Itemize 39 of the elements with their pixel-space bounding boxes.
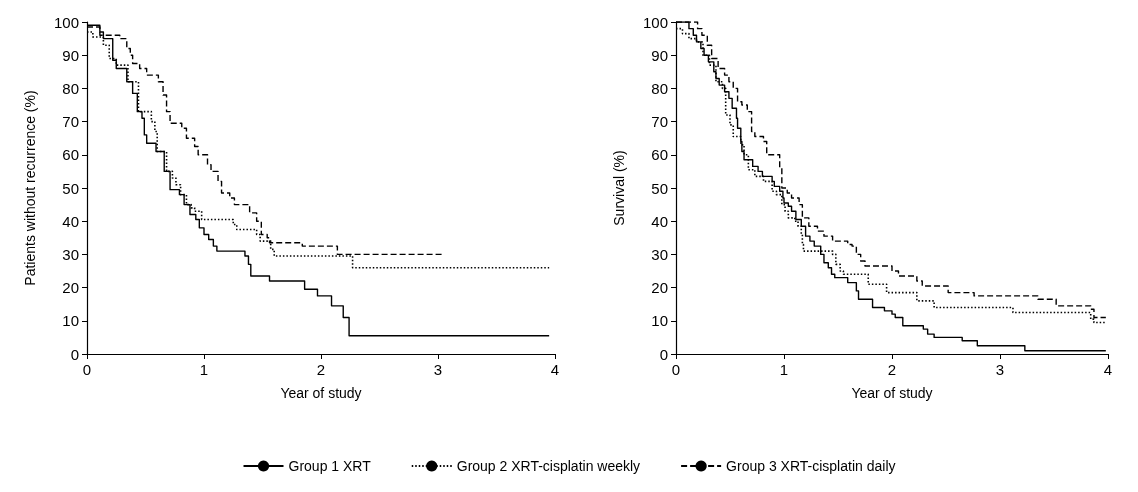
y-tick-label: 40 <box>651 212 668 230</box>
y-axis-title: Patients without recurrence (%) <box>22 90 38 286</box>
legend-label: Group 1 XRT <box>288 458 372 474</box>
y-tick-label: 80 <box>651 79 668 97</box>
y-tick-label: 70 <box>651 113 668 131</box>
y-tick-label: 50 <box>651 179 668 197</box>
x-tick-label: 1 <box>779 361 789 378</box>
x-tick-label: 0 <box>671 361 681 378</box>
x-tick-label: 4 <box>1103 361 1113 378</box>
y-tick-label: 0 <box>659 345 668 363</box>
x-tick-label: 3 <box>433 361 443 378</box>
y-tick-label: 100 <box>53 13 79 31</box>
x-tick-label: 4 <box>550 361 560 378</box>
x-tick-label: 0 <box>82 361 92 378</box>
y-axis-title: Survival (%) <box>611 150 627 226</box>
x-tick-label: 3 <box>995 361 1005 378</box>
y-tick-label: 40 <box>62 212 79 230</box>
y-tick-label: 90 <box>651 46 668 64</box>
y-tick-label: 70 <box>62 113 79 131</box>
y-tick-label: 10 <box>651 312 668 330</box>
x-tick-label: 2 <box>316 361 326 378</box>
y-tick-label: 30 <box>651 245 668 263</box>
y-tick-label: 100 <box>642 13 668 31</box>
x-axis-title: Year of study <box>280 385 362 401</box>
x-axis-title: Year of study <box>851 385 933 401</box>
y-tick-label: 60 <box>651 146 668 164</box>
y-tick-label: 30 <box>62 245 79 263</box>
legend-label: Group 3 XRT-cisplatin daily <box>726 458 896 474</box>
y-tick-label: 20 <box>62 279 79 297</box>
y-tick-label: 50 <box>62 179 79 197</box>
y-tick-label: 0 <box>70 345 79 363</box>
x-tick-label: 2 <box>887 361 897 378</box>
legend-label: Group 2 XRT-cisplatin weekly <box>456 458 641 474</box>
y-tick-label: 20 <box>651 279 668 297</box>
y-tick-label: 10 <box>62 312 79 330</box>
x-tick-label: 1 <box>199 361 209 378</box>
y-tick-label: 60 <box>62 146 79 164</box>
y-tick-label: 90 <box>62 46 79 64</box>
y-tick-label: 80 <box>62 79 79 97</box>
